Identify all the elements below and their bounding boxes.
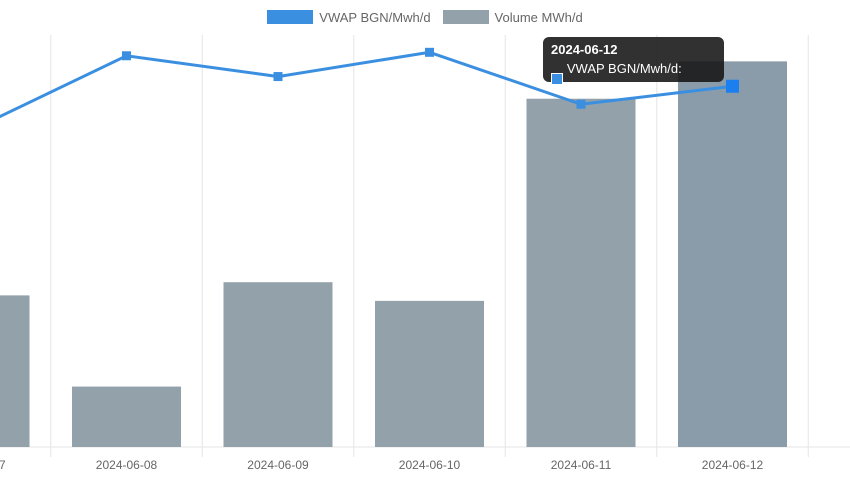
bar-2024-06-11 (526, 98, 636, 448)
x-tick-label: 2024-06-07 (0, 458, 6, 472)
x-tick-label: 2024-06-12 (702, 458, 764, 472)
x-tick-label: 2024-06-08 (96, 458, 158, 472)
tooltip-row: VWAP BGN/Mwh/d: 56.42 (551, 59, 716, 99)
line-point-2024-06-10 (425, 47, 434, 57)
legend-item-volume[interactable]: Volume MWh/d (442, 9, 583, 25)
x-tick-label: 2024-06-09 (247, 458, 309, 472)
bar-2024-06-08 (72, 386, 181, 447)
line-point-2024-06-08 (122, 51, 131, 61)
line-point-2024-06-09 (273, 72, 283, 82)
bar-2024-06-10 (375, 300, 484, 447)
line-point-2024-06-11 (576, 99, 586, 109)
bar-2024-06-12 (678, 61, 787, 447)
x-tick-label: 2024-06-10 (399, 458, 461, 472)
line-series-vwap (0, 50, 733, 119)
legend-label-vwap: VWAP BGN/Mwh/d (319, 9, 431, 25)
chart-legend: VWAP BGN/Mwh/d Volume MWh/d (0, 8, 850, 26)
legend-item-vwap[interactable]: VWAP BGN/Mwh/d (267, 9, 431, 25)
bar-2024-06-09 (223, 282, 333, 447)
legend-swatch-volume (442, 10, 489, 24)
line-point-2024-06-12 (726, 79, 739, 93)
chart-tooltip: 2024-06-12 VWAP BGN/Mwh/d: 56.42 (543, 37, 724, 96)
tooltip-title: 2024-06-12 (551, 42, 618, 57)
legend-label-volume: Volume MWh/d (494, 9, 583, 25)
x-tick-label: 2024-06-11 (551, 458, 612, 472)
legend-swatch-vwap (267, 10, 314, 24)
tooltip-swatch (551, 73, 563, 85)
tooltip-label: VWAP BGN/Mwh/d: 56.42 (566, 61, 682, 96)
bar-2024-06-07 (0, 295, 30, 447)
